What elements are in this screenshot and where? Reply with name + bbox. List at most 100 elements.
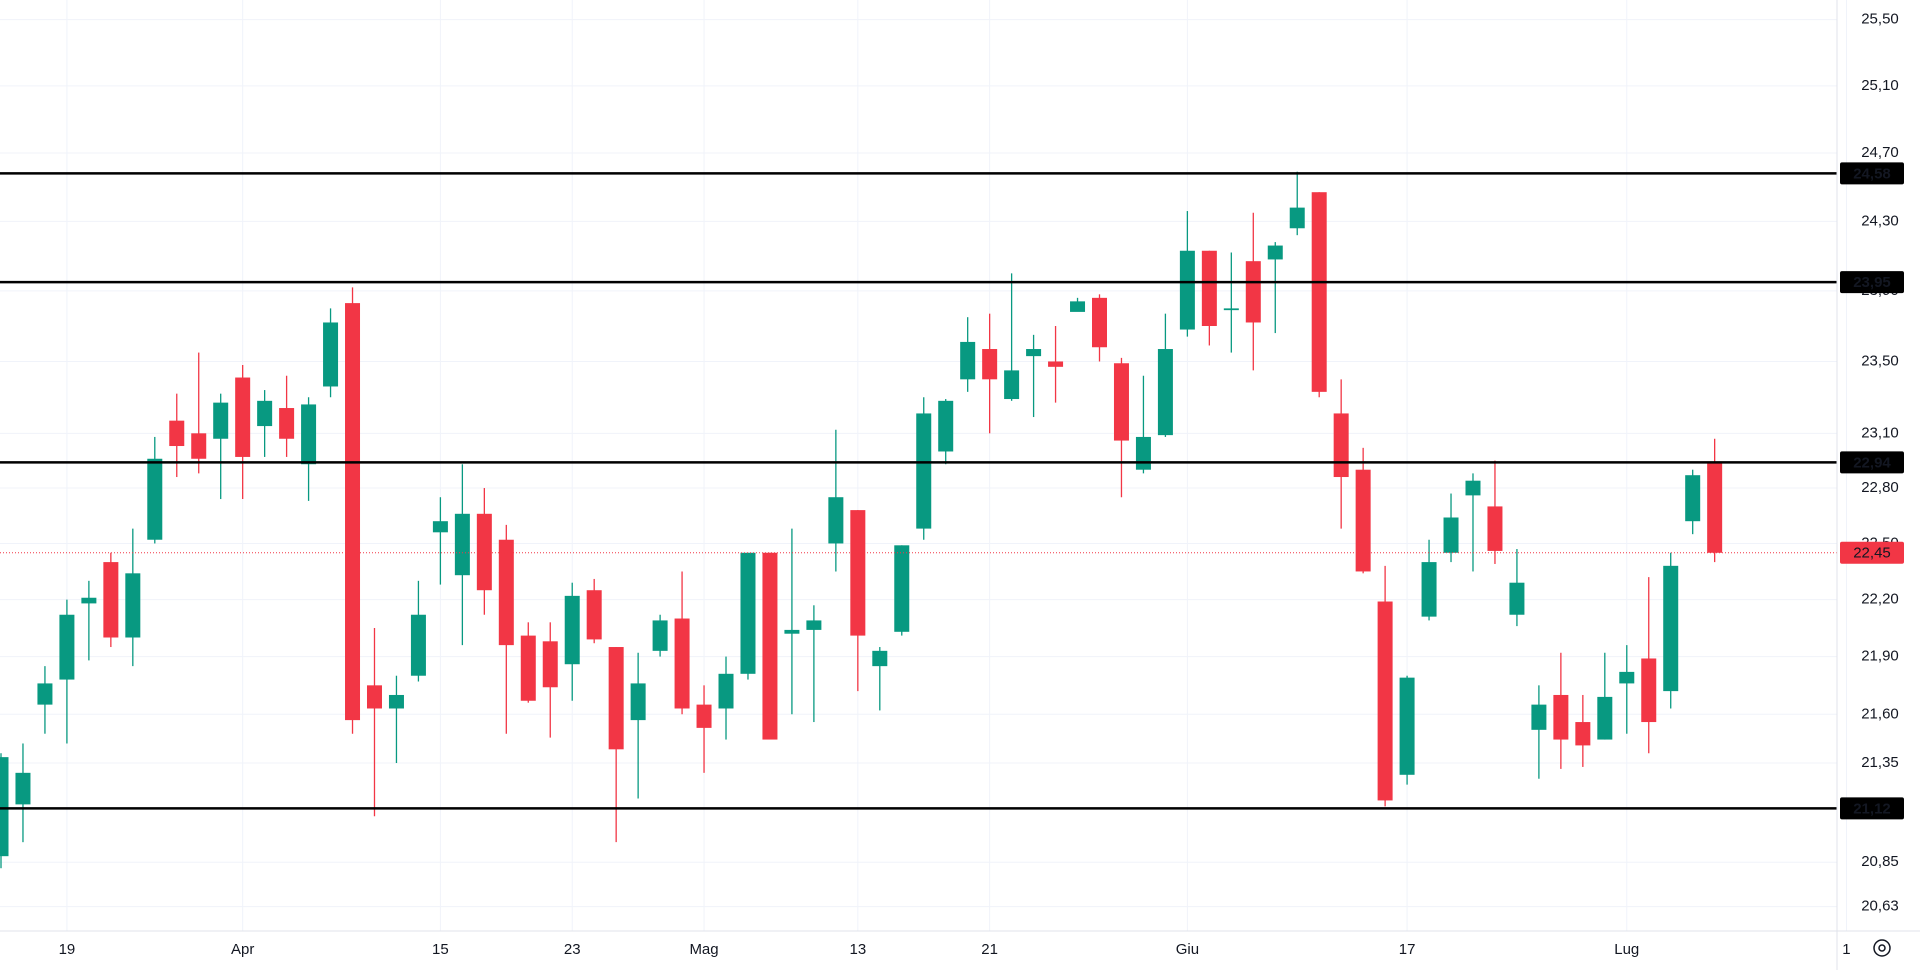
- candle-body: [1092, 297, 1107, 348]
- level-label: 23,95: [1853, 274, 1891, 291]
- candle-body: [191, 433, 207, 459]
- candle-body: [15, 772, 31, 805]
- candle-body: [762, 552, 778, 740]
- candle-body: [828, 497, 844, 544]
- candle-body: [1707, 462, 1723, 553]
- candle-body: [586, 590, 602, 640]
- candle-body: [366, 685, 382, 709]
- y-tick-label: 24,70: [1861, 144, 1899, 161]
- candle-body: [960, 341, 976, 380]
- candle-body: [696, 704, 712, 728]
- candle-body: [388, 694, 404, 709]
- candle-body: [103, 562, 119, 638]
- candle-body: [718, 673, 734, 709]
- settings-gear[interactable]: [1873, 939, 1891, 957]
- candle-body: [1355, 469, 1371, 572]
- candle-body: [476, 513, 492, 591]
- candle-body: [850, 510, 866, 636]
- y-tick-label: 21,35: [1861, 754, 1899, 771]
- candle-body: [1135, 436, 1151, 470]
- candle-body: [1201, 250, 1217, 327]
- level-label: 22,94: [1853, 454, 1891, 471]
- candle-body: [938, 400, 954, 452]
- level-label: 24,58: [1853, 165, 1891, 182]
- candle-body: [235, 377, 251, 457]
- y-tick-label: 22,20: [1861, 591, 1899, 608]
- y-tick-label: 24,30: [1861, 212, 1899, 229]
- candle-body: [147, 458, 163, 540]
- x-tick-label: Lug: [1614, 941, 1639, 958]
- candle-body: [1443, 517, 1459, 553]
- x-tick-label: 23: [564, 941, 581, 958]
- y-tick-label: 25,50: [1861, 11, 1899, 28]
- y-tick-label: 22,80: [1861, 479, 1899, 496]
- candle-body: [1245, 261, 1261, 323]
- candle-body: [1641, 658, 1657, 723]
- candle-body: [81, 597, 97, 604]
- candle-body: [1377, 601, 1393, 801]
- candle-body: [1289, 207, 1305, 229]
- candle-body: [652, 620, 668, 651]
- level-box: [1840, 797, 1904, 820]
- candle-body: [1311, 192, 1327, 392]
- candle-body: [213, 402, 229, 439]
- y-tick-label: 25,10: [1861, 77, 1899, 94]
- candle-body: [674, 618, 690, 709]
- candle-body: [1113, 363, 1129, 441]
- candle-body: [1157, 349, 1173, 436]
- candle-body: [1333, 413, 1349, 478]
- candle-body: [1597, 696, 1613, 740]
- candle-body: [916, 413, 932, 529]
- candle-body: [1179, 250, 1195, 330]
- candle-body: [169, 420, 185, 447]
- candle-body: [1026, 349, 1042, 357]
- candle-body: [37, 683, 53, 705]
- candle-body: [1070, 301, 1086, 312]
- candle-body: [784, 629, 800, 634]
- candle-body: [1421, 562, 1437, 617]
- x-tick-label: Mag: [689, 941, 718, 958]
- x-tick-label: Giu: [1176, 941, 1199, 958]
- y-tick-label: 20,85: [1861, 853, 1899, 870]
- candle-body: [1465, 480, 1481, 496]
- settings-icon[interactable]: [1873, 939, 1891, 957]
- last-price-box: [1840, 541, 1904, 564]
- candle-body: [1553, 694, 1569, 740]
- level-box: [1840, 271, 1904, 294]
- candles: [0, 171, 1723, 869]
- y-tick-label: 21,60: [1861, 705, 1899, 722]
- candle-body: [59, 614, 75, 680]
- x-tick-label: Apr: [231, 941, 254, 958]
- y-tick-label: 21,90: [1861, 648, 1899, 665]
- overlays: 25,5025,1024,7024,3023,9023,5023,1022,80…: [0, 11, 1904, 958]
- candle-body: [1619, 671, 1635, 684]
- candle-body: [542, 641, 558, 688]
- candle-body: [279, 408, 295, 439]
- last-price-label: 22,45: [1853, 545, 1891, 562]
- level-box: [1840, 162, 1904, 185]
- candle-body: [1575, 722, 1591, 746]
- level-box: [1840, 451, 1904, 474]
- settings-gear-center[interactable]: [1878, 944, 1886, 952]
- candle-body: [323, 322, 339, 387]
- y-tick-label: 23,50: [1861, 352, 1899, 369]
- x-tick-label: 17: [1399, 941, 1416, 958]
- candle-body: [257, 400, 273, 427]
- candle-body: [432, 521, 448, 533]
- candle-body: [1663, 565, 1679, 692]
- x-tick-label: 15: [432, 941, 449, 958]
- candle-body: [1267, 245, 1283, 260]
- level-label: 21,12: [1853, 800, 1891, 817]
- candle-body: [564, 595, 580, 665]
- candle-body: [1487, 506, 1503, 551]
- candle-body: [1399, 677, 1415, 775]
- candle-body: [630, 683, 646, 721]
- grid: [0, 0, 1847, 931]
- candle-body: [1509, 582, 1525, 615]
- candle-body: [0, 757, 9, 857]
- candle-body: [608, 647, 624, 750]
- candle-body: [1685, 475, 1701, 522]
